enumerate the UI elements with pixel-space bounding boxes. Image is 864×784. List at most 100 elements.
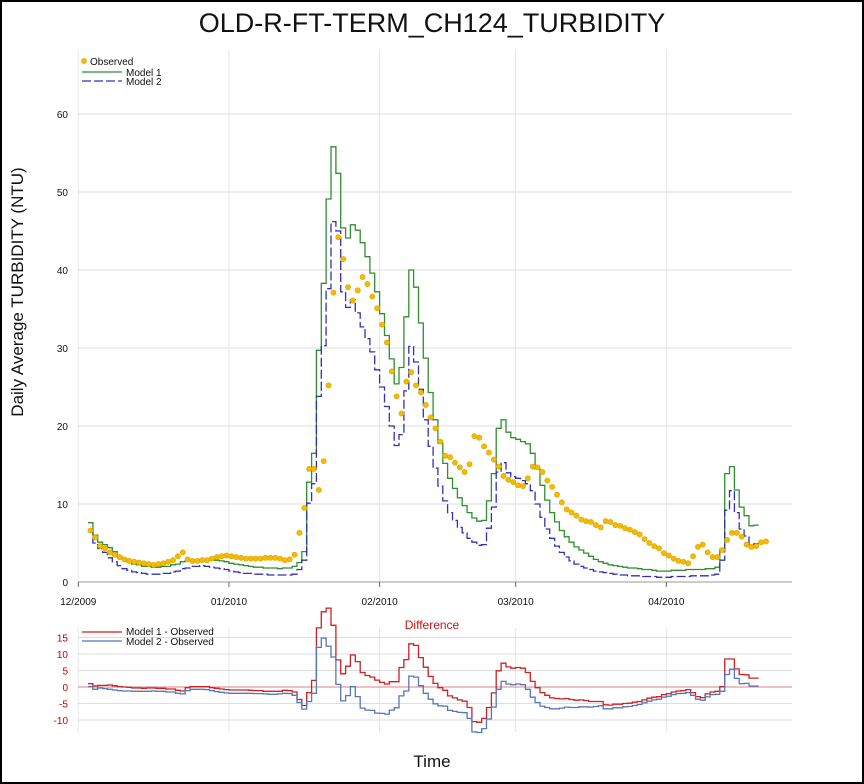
observed-point (563, 506, 570, 513)
observed-point (131, 558, 138, 565)
observed-point (573, 512, 580, 519)
diff-y-tick-label: 15 (57, 634, 69, 645)
observed-point (257, 555, 264, 562)
observed-point (296, 529, 303, 536)
observed-point (505, 476, 512, 483)
series-model-1-diff-line (88, 607, 759, 723)
observed-point (189, 558, 196, 564)
diff-y-ticks: -10 -5 0 5 10 15 (54, 634, 69, 728)
observed-point (306, 465, 313, 472)
observed-point (330, 289, 337, 296)
observed-point (651, 543, 658, 550)
y-tick-label: 0 (62, 578, 68, 589)
observed-point (481, 443, 487, 450)
observed-point (661, 550, 667, 557)
observed-point (476, 434, 483, 441)
observed-point (544, 477, 551, 484)
x-tick-label: 12/2009 (60, 597, 97, 608)
x-tick-label: 02/2010 (362, 597, 399, 608)
observed-point (622, 525, 628, 532)
observed-point (165, 558, 172, 565)
observed-point (719, 547, 726, 553)
observed-point (403, 378, 410, 385)
observed-point (247, 555, 254, 562)
observed-point (578, 516, 585, 523)
observed-point (714, 554, 721, 560)
observed-point (490, 456, 497, 463)
observed-point (179, 549, 186, 556)
x-tick-label: 04/2010 (648, 597, 685, 608)
observed-point (588, 519, 594, 525)
observed-point (549, 483, 556, 490)
observed-point (359, 274, 366, 280)
observed-point (286, 556, 293, 563)
observed-point (695, 544, 701, 550)
observed-point (758, 539, 765, 546)
observed-point (539, 469, 546, 475)
y-tick-label: 60 (57, 110, 69, 121)
diff-y-tick-label: 0 (62, 683, 68, 694)
observed-point (291, 551, 298, 558)
observed-point (383, 339, 390, 346)
observed-point (233, 554, 240, 560)
observed-point (699, 541, 706, 548)
observed-point (432, 425, 439, 432)
observed-point (656, 545, 662, 552)
y-tick-label: 30 (57, 344, 69, 355)
observed-point (529, 463, 536, 470)
observed-point (160, 560, 167, 567)
observed-point (738, 533, 745, 540)
observed-point (680, 558, 687, 565)
observed-point (223, 552, 230, 559)
observed-point (374, 305, 381, 312)
observed-point (510, 479, 517, 486)
observed-point (267, 554, 274, 561)
observed-point (194, 558, 201, 564)
observed-point (743, 541, 750, 548)
observed-point (238, 554, 244, 561)
observed-point (97, 543, 104, 550)
observed-point (87, 527, 94, 534)
observed-point (136, 559, 142, 566)
series-model-2-diff-line (88, 637, 759, 734)
observed-point (277, 555, 283, 562)
observed-point (398, 410, 405, 417)
series-model-2-line (88, 220, 759, 578)
difference-title: Difference (405, 618, 460, 632)
legend-model-2-label: Model 2 (126, 77, 162, 88)
observed-point (92, 534, 99, 541)
observed-point (150, 561, 157, 568)
observed-point (709, 554, 716, 560)
observed-point (354, 287, 361, 294)
chart-title: OLD-R-FT-TERM_CH124_TURBIDITY (198, 8, 666, 38)
observed-point (597, 524, 604, 531)
observed-point (592, 522, 599, 528)
legend-diff-2-label: Model 2 - Observed (126, 637, 214, 648)
observed-point (520, 483, 526, 489)
observed-point (311, 465, 317, 472)
observed-point (393, 393, 400, 400)
observed-point (315, 487, 322, 493)
observed-point (199, 557, 206, 564)
observed-point (729, 529, 735, 536)
observed-point (704, 549, 711, 556)
observed-point (388, 368, 395, 375)
observed-point (515, 482, 522, 489)
legend-observed-label: Observed (90, 57, 133, 68)
observed-point (102, 545, 108, 552)
observed-point (379, 321, 385, 328)
observed-point (213, 554, 220, 560)
observed-point (422, 402, 429, 408)
observed-point (364, 281, 371, 287)
observed-point (724, 536, 730, 543)
observed-point (121, 556, 128, 563)
observed-point (170, 557, 176, 564)
observed-point (140, 560, 147, 567)
observed-point (413, 382, 419, 389)
legend-model-1-label: Model 1 (126, 68, 162, 79)
observed-point (568, 509, 575, 516)
series-model-1-line (88, 146, 759, 572)
observed-point (685, 560, 692, 567)
observed-point (602, 518, 609, 525)
observed-point (471, 433, 478, 440)
